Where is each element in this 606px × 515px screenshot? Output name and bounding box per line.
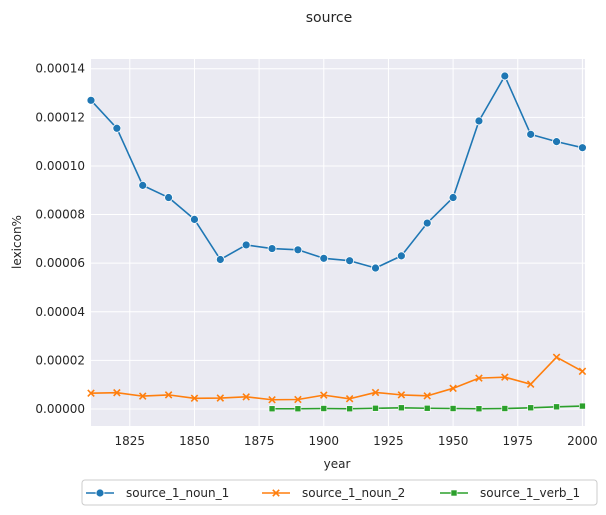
x-tick-label: 2000 <box>567 434 598 448</box>
legend-item: source_1_verb_1 <box>440 486 580 500</box>
plot-background <box>91 59 585 426</box>
x-tick-label: 1825 <box>115 434 146 448</box>
data-point <box>552 137 561 147</box>
data-point <box>320 405 328 412</box>
data-point <box>371 388 380 397</box>
data-point <box>112 123 122 133</box>
y-tick-label: 0.00006 <box>35 256 85 270</box>
data-point <box>475 405 483 413</box>
series-line <box>90 356 583 401</box>
data-point <box>396 251 406 261</box>
data-point <box>267 244 277 253</box>
data-point <box>242 393 250 401</box>
series-source_1_verb_1 <box>268 402 586 413</box>
y-tick-labels: 0.00000 0.00002 0.00004 0.00006 0.00008 0.000… <box>35 62 85 416</box>
data-point <box>95 488 105 498</box>
x-axis-title: year <box>324 457 351 471</box>
data-point <box>474 116 484 126</box>
y-tick-label: 0.00008 <box>35 208 85 222</box>
data-point <box>87 389 95 397</box>
data-point <box>272 489 280 497</box>
data-point <box>448 193 458 202</box>
data-point <box>164 193 173 202</box>
y-tick-label: 0.00010 <box>35 159 85 173</box>
y-tick-label: 0.00012 <box>35 110 85 124</box>
data-point <box>86 95 96 105</box>
data-point <box>294 395 302 404</box>
data-point <box>422 218 432 228</box>
data-point <box>345 395 354 403</box>
legend-label: source_1_noun_2 <box>302 486 405 500</box>
x-tick-label: 1950 <box>438 434 469 448</box>
data-point <box>268 405 276 413</box>
data-point <box>423 404 431 412</box>
series-line <box>90 75 583 269</box>
data-point <box>450 489 458 497</box>
data-point <box>268 395 276 404</box>
data-point <box>346 405 353 413</box>
series-source_1_noun_1 <box>86 71 587 273</box>
data-point <box>190 215 199 224</box>
legend-frame <box>81 479 598 506</box>
data-point <box>579 402 586 410</box>
data-point <box>216 394 225 402</box>
data-point <box>398 404 405 412</box>
legend: source_1_noun_1 source_1_noun_2 source_1_v… <box>81 479 598 506</box>
data-point <box>215 255 225 264</box>
data-point <box>164 391 173 399</box>
data-point <box>423 392 431 400</box>
x-gridlines <box>129 59 583 426</box>
x-tick-label: 1875 <box>244 434 275 448</box>
data-point <box>552 353 561 361</box>
y-tick-label: 0.00000 <box>35 402 85 416</box>
data-point <box>319 253 329 263</box>
data-point <box>501 373 509 381</box>
data-point <box>526 380 535 388</box>
legend-item: source_1_noun_1 <box>86 486 229 500</box>
y-axis-title: lexicon% <box>10 215 24 269</box>
data-point <box>371 263 380 273</box>
data-point <box>345 256 355 266</box>
data-point <box>113 388 121 397</box>
data-point <box>138 392 147 400</box>
data-point <box>293 245 303 255</box>
data-point <box>578 143 587 153</box>
x-tick-labels: 1825 1850 1875 1900 1925 1950 1975 2000 <box>115 434 598 448</box>
data-point <box>397 391 406 399</box>
x-tick-label: 1850 <box>179 434 210 448</box>
data-point <box>578 367 587 376</box>
legend-label: source_1_noun_1 <box>126 486 229 500</box>
data-point <box>500 71 510 81</box>
data-point <box>526 129 536 139</box>
legend-item: source_1_noun_2 <box>262 486 405 500</box>
data-point <box>138 180 148 190</box>
y-tick-label: 0.00014 <box>35 62 85 76</box>
x-tick-label: 1975 <box>502 434 533 448</box>
data-point <box>449 405 457 412</box>
data-point <box>241 240 251 250</box>
x-tick-label: 1900 <box>309 434 340 448</box>
data-point <box>501 405 509 412</box>
data-point <box>320 391 328 399</box>
data-point <box>553 403 560 411</box>
legend-label: source_1_verb_1 <box>480 486 580 500</box>
data-point <box>294 405 302 413</box>
series-layer <box>86 71 587 413</box>
chart-title: source <box>306 10 353 26</box>
data-point <box>449 384 457 393</box>
data-point <box>190 394 199 403</box>
data-point <box>372 404 379 412</box>
data-point <box>475 374 483 382</box>
series-source_1_noun_2 <box>87 353 587 404</box>
y-tick-label: 0.00002 <box>35 353 85 367</box>
y-tick-label: 0.00004 <box>35 305 85 319</box>
data-point <box>527 404 534 412</box>
x-tick-label: 1925 <box>373 434 404 448</box>
